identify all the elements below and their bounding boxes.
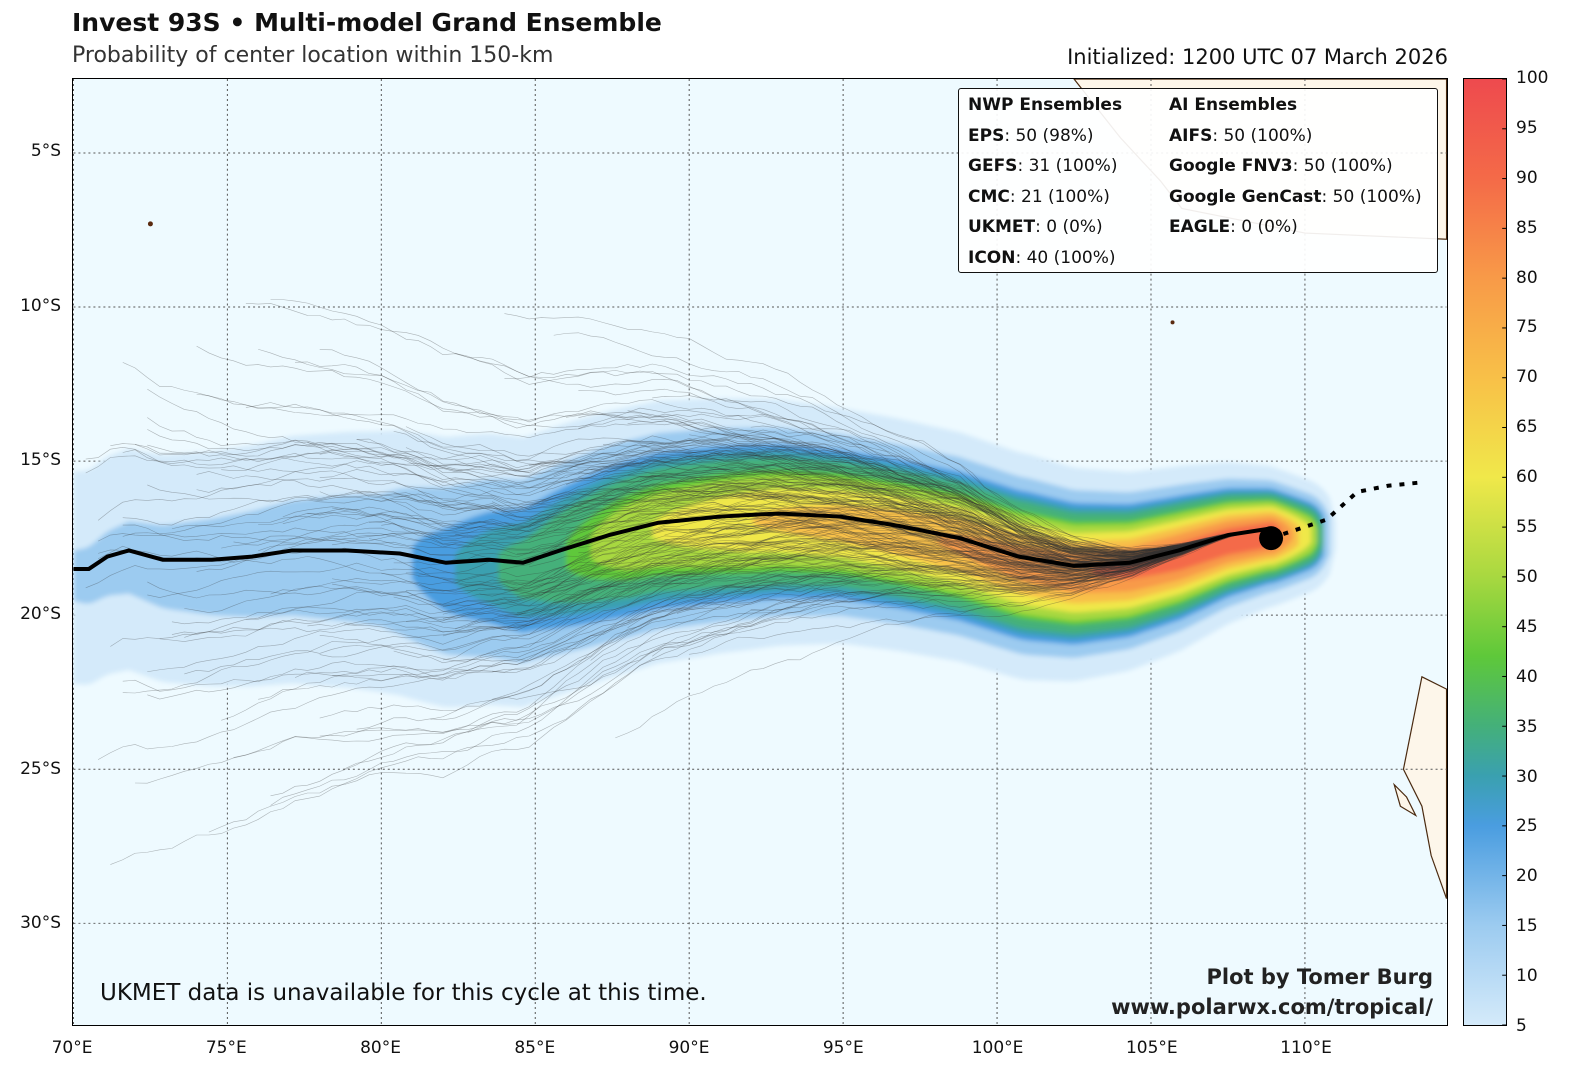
colorbar-tick-label: 80 — [1516, 267, 1538, 288]
lat-tick-label: 25°S — [20, 758, 61, 779]
model-name: GEFS — [968, 156, 1018, 176]
colorbar-tick-label: 65 — [1516, 417, 1538, 438]
colorbar-tick-label: 100 — [1516, 68, 1549, 88]
credit-url: www.polarwx.com/tropical/ — [1111, 995, 1433, 1019]
swath-level-95 — [1169, 527, 1275, 562]
model-count: : 0 (0%) — [1230, 217, 1298, 237]
legend-row-google-fnv3: Google FNV3: 50 (100%) — [1169, 156, 1422, 187]
colorbar-tick-label: 50 — [1516, 566, 1538, 587]
lon-tick-label: 70°E — [51, 1038, 93, 1058]
legend-row-gefs: GEFS: 31 (100%) — [968, 156, 1122, 187]
lon-tick-label: 100°E — [971, 1038, 1024, 1058]
ai-column: AI Ensembles AIFS: 50 (100%) Google FNV3:… — [1169, 95, 1422, 248]
credit-author: Plot by Tomer Burg — [1206, 965, 1434, 989]
colorbar-tick-label: 10 — [1516, 966, 1538, 987]
lon-tick-label: 90°E — [668, 1038, 710, 1058]
legend-row-eagle: EAGLE: 0 (0%) — [1169, 217, 1422, 248]
model-name: UKMET — [968, 217, 1036, 237]
lat-tick-label: 30°S — [20, 913, 61, 934]
legend-row-eps: EPS: 50 (98%) — [968, 126, 1122, 157]
colorbar-tick-label: 70 — [1516, 367, 1538, 388]
lat-tick-label: 15°S — [20, 449, 61, 470]
colorbar-tick-label: 40 — [1516, 666, 1538, 687]
legend-row-aifs: AIFS: 50 (100%) — [1169, 126, 1422, 157]
legend-row-icon: ICON: 40 (100%) — [968, 248, 1122, 279]
ukmet-note: UKMET data is unavailable for this cycle… — [100, 980, 707, 1006]
colorbar-tick-label: 30 — [1516, 766, 1538, 787]
model-count: : 0 (0%) — [1035, 217, 1103, 237]
nwp-column: NWP Ensembles EPS: 50 (98%) GEFS: 31 (100… — [968, 95, 1122, 278]
init-time: Initialized: 1200 UTC 07 March 2026 — [1067, 45, 1448, 69]
model-count: : 50 (98%) — [1004, 125, 1094, 146]
chart-subtitle: Probability of center location within 15… — [72, 43, 554, 68]
lon-tick-label: 110°E — [1280, 1038, 1332, 1058]
lat-tick-label: 20°S — [20, 604, 61, 625]
colorbar-tick-label: 60 — [1516, 467, 1538, 488]
legend-row-cmc: CMC: 21 (100%) — [968, 187, 1122, 218]
lon-tick-label: 80°E — [360, 1038, 401, 1058]
model-name: EAGLE — [1169, 217, 1231, 237]
chart-title: Invest 93S • Multi-model Grand Ensemble — [72, 8, 662, 37]
mean-track — [73, 511, 1269, 571]
model-name: EPS — [968, 125, 1005, 146]
model-name: Google FNV3 — [1169, 156, 1293, 176]
colorbar-tick-label: 20 — [1516, 866, 1538, 887]
model-name: Google GenCast — [1169, 186, 1322, 207]
model-name: AIFS — [1169, 125, 1213, 146]
legend-row-ukmet: UKMET: 0 (0%) — [968, 217, 1122, 248]
colorbar-gradient — [1464, 79, 1506, 1025]
lat-tick-label: 5°S — [30, 141, 61, 162]
colorbar-tick-label: 95 — [1516, 117, 1538, 138]
model-name: CMC — [968, 186, 1010, 207]
lon-tick-label: 85°E — [514, 1038, 556, 1058]
nwp-title: NWP Ensembles — [968, 95, 1123, 115]
colorbar-tick-label: 75 — [1516, 317, 1538, 338]
probability-swath — [73, 398, 1336, 708]
colorbar-tick-label: 85 — [1516, 217, 1538, 238]
current-position-marker — [1259, 526, 1284, 551]
model-count: : 50 (100%) — [1321, 186, 1422, 207]
model-count: : 40 (100%) — [1015, 247, 1116, 268]
credit: Plot by Tomer Burg www.polarwx.com/tropi… — [1111, 962, 1433, 1022]
lat-tick-label: 10°S — [20, 295, 61, 316]
lon-tick-label: 75°E — [205, 1038, 247, 1058]
colorbar-tick-label: 90 — [1516, 167, 1538, 188]
model-name: ICON — [968, 247, 1016, 268]
forecast-track — [1270, 480, 1420, 541]
model-count: : 21 (100%) — [1009, 186, 1110, 207]
colorbar-tick-label: 25 — [1516, 816, 1538, 837]
colorbar-tick-label: 15 — [1516, 916, 1538, 937]
colorbar-tick-label: 5 — [1516, 1016, 1527, 1036]
colorbar-tick-label: 45 — [1516, 616, 1538, 637]
model-count: : 50 (100%) — [1292, 156, 1393, 176]
ensemble-legend: NWP Ensembles EPS: 50 (98%) GEFS: 31 (100… — [958, 88, 1438, 273]
island — [1170, 320, 1175, 325]
colorbar — [1463, 78, 1507, 1026]
lon-tick-label: 95°E — [822, 1038, 864, 1058]
island — [147, 221, 153, 227]
colorbar-tick-label: 55 — [1516, 517, 1538, 538]
ai-title: AI Ensembles — [1169, 95, 1298, 115]
model-count: : 50 (100%) — [1212, 125, 1313, 146]
model-count: : 31 (100%) — [1017, 156, 1118, 176]
colorbar-tick-label: 35 — [1516, 716, 1538, 737]
legend-row-google-gencast: Google GenCast: 50 (100%) — [1169, 187, 1422, 218]
lon-tick-label: 105°E — [1125, 1038, 1178, 1058]
